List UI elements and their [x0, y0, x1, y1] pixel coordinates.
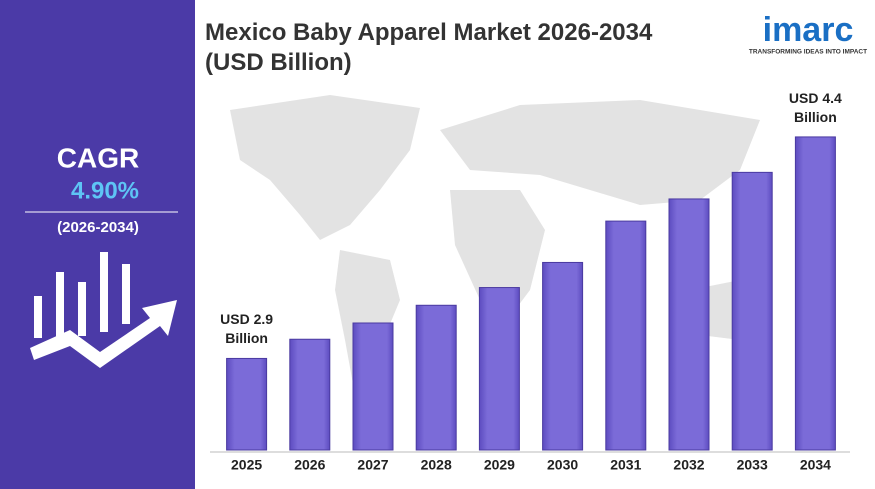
x-tick-label: 2033: [737, 457, 768, 473]
value-label: USD 2.9 Billion: [220, 311, 274, 347]
value-label: USD 4.4 Billion: [788, 89, 842, 125]
x-tick-label: 2032: [673, 457, 704, 473]
logo-tagline: TRANSFORMING IDEAS INTO IMPACT: [749, 49, 867, 56]
bar: [352, 322, 394, 451]
growth-icon: [30, 252, 177, 368]
chart-title: Mexico Baby Apparel Market 2026-2034 (US…: [205, 19, 653, 76]
bar: [289, 338, 331, 451]
bar: [731, 171, 773, 451]
x-tick-label: 2029: [484, 457, 515, 473]
x-tick-label: 2025: [231, 457, 262, 473]
x-tick-label: 2030: [547, 457, 578, 473]
x-tick-label: 2027: [357, 457, 388, 473]
value-label-box: USD 2.9 Billion: [220, 311, 274, 347]
bar: [478, 287, 520, 451]
logo-name: imarc: [763, 11, 854, 49]
bar: [226, 357, 268, 451]
x-tick-label: 2034: [800, 457, 831, 473]
cagr-period: (2026-2034): [57, 219, 139, 236]
x-tick-label: 2031: [610, 457, 641, 473]
bar: [605, 220, 647, 451]
cagr-label: CAGR: [57, 142, 139, 173]
sidebar: [0, 0, 195, 489]
value-label-box: USD 4.4 Billion: [788, 89, 842, 125]
x-tick-label: 2028: [421, 457, 452, 473]
cagr-value: 4.90%: [71, 177, 139, 204]
bar: [415, 304, 457, 451]
bar: [542, 261, 584, 451]
bar: [794, 136, 836, 451]
bar: [668, 198, 710, 451]
x-tick-label: 2026: [294, 457, 325, 473]
